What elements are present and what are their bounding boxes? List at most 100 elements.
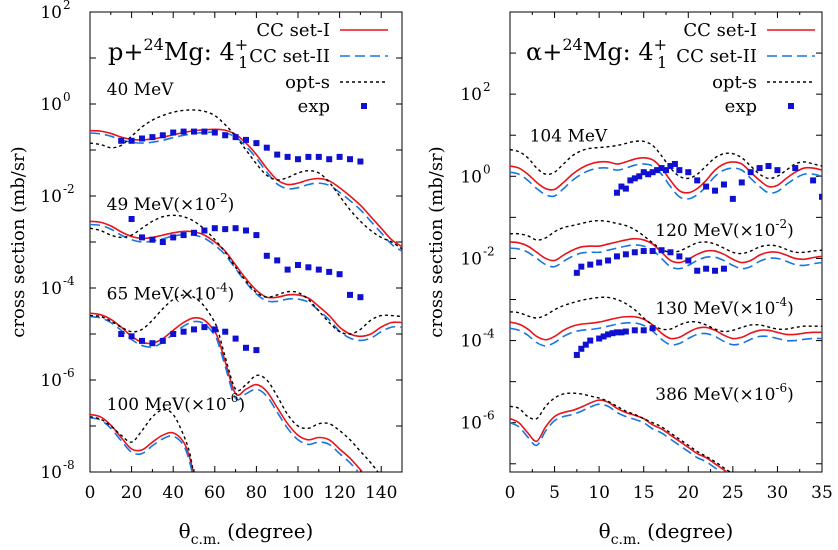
left-curves (90, 109, 402, 472)
curve-opts-11 (90, 409, 194, 472)
energy-label: 49 MeV(×10-2) (107, 191, 235, 215)
y-tick-label: 10 (460, 332, 482, 352)
exp-point (649, 325, 656, 332)
exp-point (180, 232, 187, 239)
exp-point (671, 160, 678, 167)
legend-cc1-label: CC set-I (256, 20, 330, 41)
exp-point (128, 333, 135, 340)
exp-point (613, 253, 620, 260)
exp-point (201, 227, 208, 234)
exp-point (703, 183, 710, 190)
exp-point (613, 189, 620, 196)
exp-point (263, 144, 270, 151)
right-ylabel: cross section (mb/sr) (426, 146, 447, 337)
exp-point (284, 153, 291, 160)
left-xlabel: θc.m. (degree) (179, 519, 314, 548)
x-tick-label: 0 (505, 483, 516, 503)
legend-cc2-label-right: CC set-II (676, 46, 757, 67)
right-legend: CC set-I CC set-II opt-s exp (676, 20, 815, 117)
energy-label: 386 MeV(×10-6) (655, 381, 793, 405)
curve-cc2-4 (90, 223, 402, 342)
x-tick-label: 20 (677, 483, 699, 503)
exp-point (613, 329, 620, 336)
exp-point (720, 265, 727, 272)
exp-point (658, 247, 665, 254)
exp-point (578, 263, 585, 270)
x-tick-label: 60 (204, 483, 226, 503)
y-tick-exponent: -6 (63, 366, 75, 380)
exp-point (596, 335, 603, 342)
x-tick-label: 25 (722, 483, 744, 503)
exp-point (263, 252, 270, 259)
exp-point (756, 165, 763, 172)
exp-point (139, 337, 145, 344)
exp-point (622, 251, 629, 258)
exp-point (170, 234, 177, 241)
y-tick-label: 10 (40, 95, 62, 115)
exp-point (582, 341, 589, 348)
exp-point (232, 225, 239, 232)
energy-label: 40 MeV (107, 80, 175, 100)
exp-point (663, 167, 669, 174)
exp-point (139, 234, 145, 241)
left-ylabel: cross section (mb/sr) (8, 146, 29, 337)
curve-cc2-1 (510, 163, 822, 200)
curve-opts-8 (510, 296, 822, 333)
exp-point (326, 156, 333, 163)
x-tick-label: 20 (121, 483, 143, 503)
energy-label: 100 MeV(×10-6) (107, 391, 245, 415)
exp-point (622, 185, 629, 192)
right-xlabel: θc.m. (degree) (599, 519, 734, 548)
left-legend: CC set-I CC set-II opt-s exp (249, 20, 388, 117)
exp-point (232, 134, 239, 141)
exp-point (676, 167, 683, 174)
exp-point (738, 179, 745, 186)
exp-point (640, 248, 647, 255)
legend-exp-label-right: exp (725, 96, 757, 117)
x-tick-label: 80 (246, 483, 268, 503)
y-tick-label: 10 (40, 279, 62, 299)
curve-opts-5 (90, 214, 402, 335)
exp-point (170, 129, 177, 136)
right-title: α+24Mg: 4+ 1 (526, 35, 667, 72)
left-energy-labels: 40 MeV 49 MeV(×10-2) 65 MeV(×10-4) 100 MeV(… (107, 80, 245, 415)
exp-point (618, 329, 625, 336)
exp-point (118, 137, 125, 144)
y-tick-exponent: -6 (483, 409, 495, 423)
y-tick-label: 10 (460, 414, 482, 434)
exp-point (253, 232, 260, 239)
right-energy-labels: 104 MeV 120 MeV(×10-2) 130 MeV(×10-4) 386 M… (530, 126, 794, 405)
y-tick-exponent: 0 (483, 162, 491, 176)
y-tick-label: 10 (40, 187, 62, 207)
exp-point (159, 239, 166, 245)
exp-point (128, 216, 135, 222)
curve-cc1-0 (510, 156, 822, 194)
exp-point (201, 324, 208, 331)
exp-point (676, 253, 683, 260)
exp-point (573, 351, 580, 358)
exp-point (627, 177, 634, 184)
exp-point (618, 183, 625, 190)
exp-point (284, 266, 291, 273)
curve-cc2-10 (90, 416, 193, 472)
legend-opts-label-right: opt-s (712, 72, 757, 93)
y-tick-exponent: -8 (63, 458, 75, 472)
exp-point (243, 344, 249, 351)
exp-point (232, 335, 239, 342)
exp-point (347, 291, 353, 298)
exp-point (640, 327, 647, 334)
exp-point (159, 337, 166, 344)
left-exp-points (118, 128, 364, 354)
exp-point (658, 165, 665, 172)
exp-point (645, 171, 652, 178)
exp-point (243, 136, 249, 143)
legend-cc2-label: CC set-II (249, 46, 330, 67)
curve-cc2-1 (90, 131, 402, 252)
exp-point (694, 177, 701, 184)
exp-point (792, 165, 799, 172)
exp-point (640, 169, 647, 176)
x-tick-label: 15 (633, 483, 655, 503)
